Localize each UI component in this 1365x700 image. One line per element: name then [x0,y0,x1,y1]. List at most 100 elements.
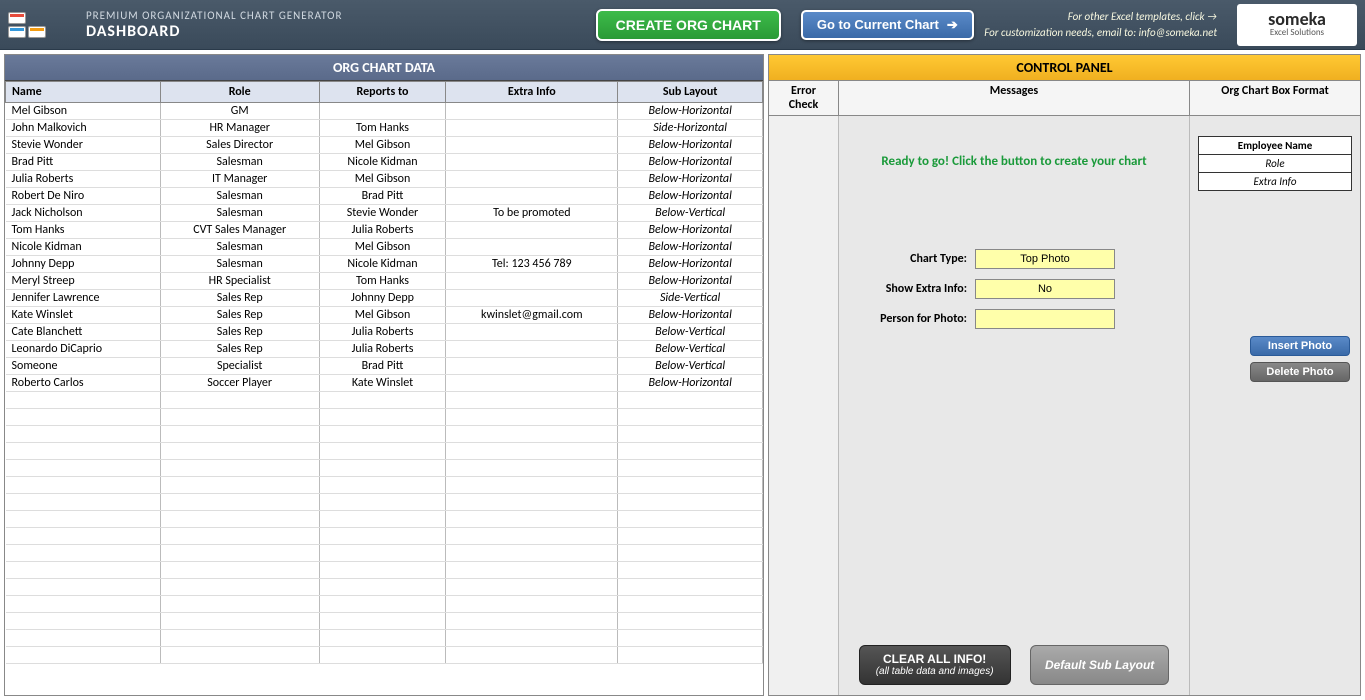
table-cell[interactable] [446,120,618,137]
table-cell[interactable]: Salesman [160,239,319,256]
table-cell[interactable] [446,324,618,341]
table-cell[interactable]: Below-Horizontal [618,256,763,273]
table-cell[interactable]: Mel Gibson [319,137,446,154]
table-cell[interactable]: Below-Vertical [618,324,763,341]
table-cell[interactable] [319,647,446,664]
table-cell[interactable] [319,392,446,409]
table-cell[interactable]: Tom Hanks [6,222,161,239]
table-row[interactable] [6,392,763,409]
table-cell[interactable] [446,273,618,290]
table-row[interactable]: Stevie WonderSales DirectorMel GibsonBel… [6,137,763,154]
table-cell[interactable]: Side-Horizontal [618,120,763,137]
table-cell[interactable]: Below-Horizontal [618,222,763,239]
table-row[interactable]: Nicole KidmanSalesmanMel GibsonBelow-Hor… [6,239,763,256]
table-row[interactable]: Jack NicholsonSalesmanStevie WonderTo be… [6,205,763,222]
table-cell[interactable]: Meryl Streep [6,273,161,290]
table-cell[interactable]: Cate Blanchett [6,324,161,341]
table-cell[interactable] [6,545,161,562]
table-row[interactable] [6,477,763,494]
table-cell[interactable] [446,154,618,171]
table-cell[interactable] [319,460,446,477]
table-cell[interactable]: kwinslet@gmail.com [446,307,618,324]
table-cell[interactable]: Kate Winslet [6,307,161,324]
table-cell[interactable] [319,443,446,460]
table-row[interactable] [6,409,763,426]
table-cell[interactable] [6,392,161,409]
table-cell[interactable]: Kate Winslet [319,375,446,392]
table-cell[interactable]: Below-Vertical [618,341,763,358]
table-cell[interactable] [618,426,763,443]
table-cell[interactable] [446,477,618,494]
table-cell[interactable] [446,613,618,630]
table-cell[interactable]: HR Manager [160,120,319,137]
table-cell[interactable] [6,426,161,443]
table-cell[interactable] [319,562,446,579]
table-cell[interactable]: HR Specialist [160,273,319,290]
table-cell[interactable]: Julia Roberts [6,171,161,188]
table-cell[interactable] [446,358,618,375]
table-cell[interactable] [160,545,319,562]
table-cell[interactable] [618,511,763,528]
table-cell[interactable]: John Malkovich [6,120,161,137]
table-cell[interactable] [618,528,763,545]
table-cell[interactable]: Below-Horizontal [618,307,763,324]
table-cell[interactable]: Sales Rep [160,324,319,341]
table-cell[interactable] [446,528,618,545]
table-cell[interactable]: Salesman [160,205,319,222]
table-cell[interactable] [618,562,763,579]
table-cell[interactable] [618,613,763,630]
table-row[interactable]: SomeoneSpecialistBrad PittBelow-Vertical [6,358,763,375]
table-row[interactable] [6,511,763,528]
table-cell[interactable] [6,647,161,664]
table-cell[interactable] [618,545,763,562]
table-cell[interactable] [160,511,319,528]
create-org-chart-button[interactable]: CREATE ORG CHART [596,9,781,41]
table-cell[interactable] [319,511,446,528]
table-cell[interactable] [160,426,319,443]
table-cell[interactable] [160,477,319,494]
table-cell[interactable]: GM [160,103,319,120]
table-cell[interactable] [319,477,446,494]
table-cell[interactable] [6,460,161,477]
table-cell[interactable] [319,103,446,120]
table-cell[interactable] [160,392,319,409]
table-row[interactable] [6,579,763,596]
table-cell[interactable]: Stevie Wonder [6,137,161,154]
table-cell[interactable] [446,630,618,647]
table-cell[interactable] [446,137,618,154]
table-cell[interactable] [6,613,161,630]
table-cell[interactable] [618,409,763,426]
table-cell[interactable] [160,528,319,545]
table-cell[interactable] [446,579,618,596]
table-cell[interactable]: Julia Roberts [319,222,446,239]
table-row[interactable] [6,426,763,443]
table-cell[interactable]: Tel: 123 456 789 [446,256,618,273]
clear-all-info-button[interactable]: CLEAR ALL INFO! (all table data and imag… [859,645,1011,685]
table-cell[interactable] [446,596,618,613]
table-cell[interactable]: Below-Vertical [618,358,763,375]
table-cell[interactable] [446,392,618,409]
table-cell[interactable]: CVT Sales Manager [160,222,319,239]
table-row[interactable]: Kate WinsletSales RepMel Gibsonkwinslet@… [6,307,763,324]
templates-link-text[interactable]: For other Excel templates, click → [984,9,1217,24]
table-cell[interactable] [446,341,618,358]
column-header[interactable]: Sub Layout [618,82,763,103]
table-row[interactable] [6,545,763,562]
table-cell[interactable] [160,647,319,664]
table-cell[interactable]: Someone [6,358,161,375]
chart-type-input[interactable] [975,249,1115,269]
table-cell[interactable] [618,477,763,494]
table-row[interactable]: Leonardo DiCaprioSales RepJulia RobertsB… [6,341,763,358]
table-cell[interactable]: Johnny Depp [319,290,446,307]
table-cell[interactable]: Stevie Wonder [319,205,446,222]
table-row[interactable]: Brad PittSalesmanNicole KidmanBelow-Hori… [6,154,763,171]
table-cell[interactable] [618,630,763,647]
table-row[interactable]: John MalkovichHR ManagerTom HanksSide-Ho… [6,120,763,137]
table-cell[interactable] [618,392,763,409]
table-cell[interactable] [446,460,618,477]
column-header[interactable]: Reports to [319,82,446,103]
table-cell[interactable] [160,409,319,426]
table-cell[interactable] [6,579,161,596]
table-cell[interactable] [319,613,446,630]
table-cell[interactable]: Julia Roberts [319,324,446,341]
